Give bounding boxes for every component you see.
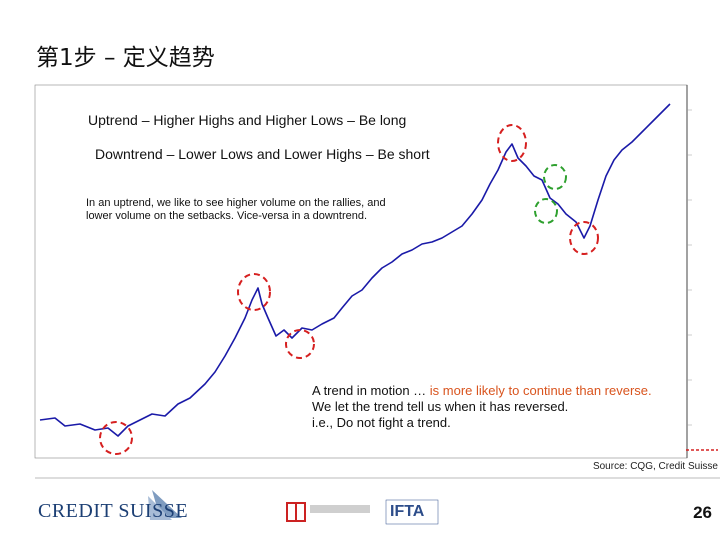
price-line — [39, 103, 671, 437]
downtrend-note: Downtrend – Lower Lows and Lower Highs –… — [95, 146, 430, 162]
trend-line: We let the trend tell us when it has rev… — [312, 399, 569, 414]
trend-line: i.e., Do not fight a trend. — [312, 415, 451, 430]
uptrend-note: Uptrend – Higher Highs and Higher Lows –… — [88, 112, 407, 128]
axis-ticks — [687, 109, 692, 426]
logo-text: CREDIT SUISSE — [38, 500, 189, 522]
highlight-circles — [99, 124, 599, 455]
partner-logo — [286, 499, 439, 525]
volume-line: In an uptrend, we like to see higher vol… — [86, 197, 386, 209]
slide-title: 第1步 – 定义趋势 — [36, 45, 215, 71]
volume-note: In an uptrend, we like to see higher vol… — [86, 197, 386, 223]
chart-frame — [34, 84, 688, 459]
page-number: 26 — [693, 503, 712, 522]
source-note: Source: CQG, Credit Suisse — [592, 461, 718, 472]
sails-logo — [148, 490, 182, 520]
trend-note: A trend in motion … is more likely to co… — [312, 383, 652, 431]
trend-text-highlight: is more likely to continue than reverse. — [429, 383, 652, 398]
partner-text: IFTA — [390, 503, 425, 520]
trend-text: A trend in motion … — [312, 383, 427, 398]
volume-line: lower volume on the setbacks. Vice-versa… — [86, 210, 368, 222]
trend-line: A trend in motion … is more likely to co… — [312, 383, 652, 399]
